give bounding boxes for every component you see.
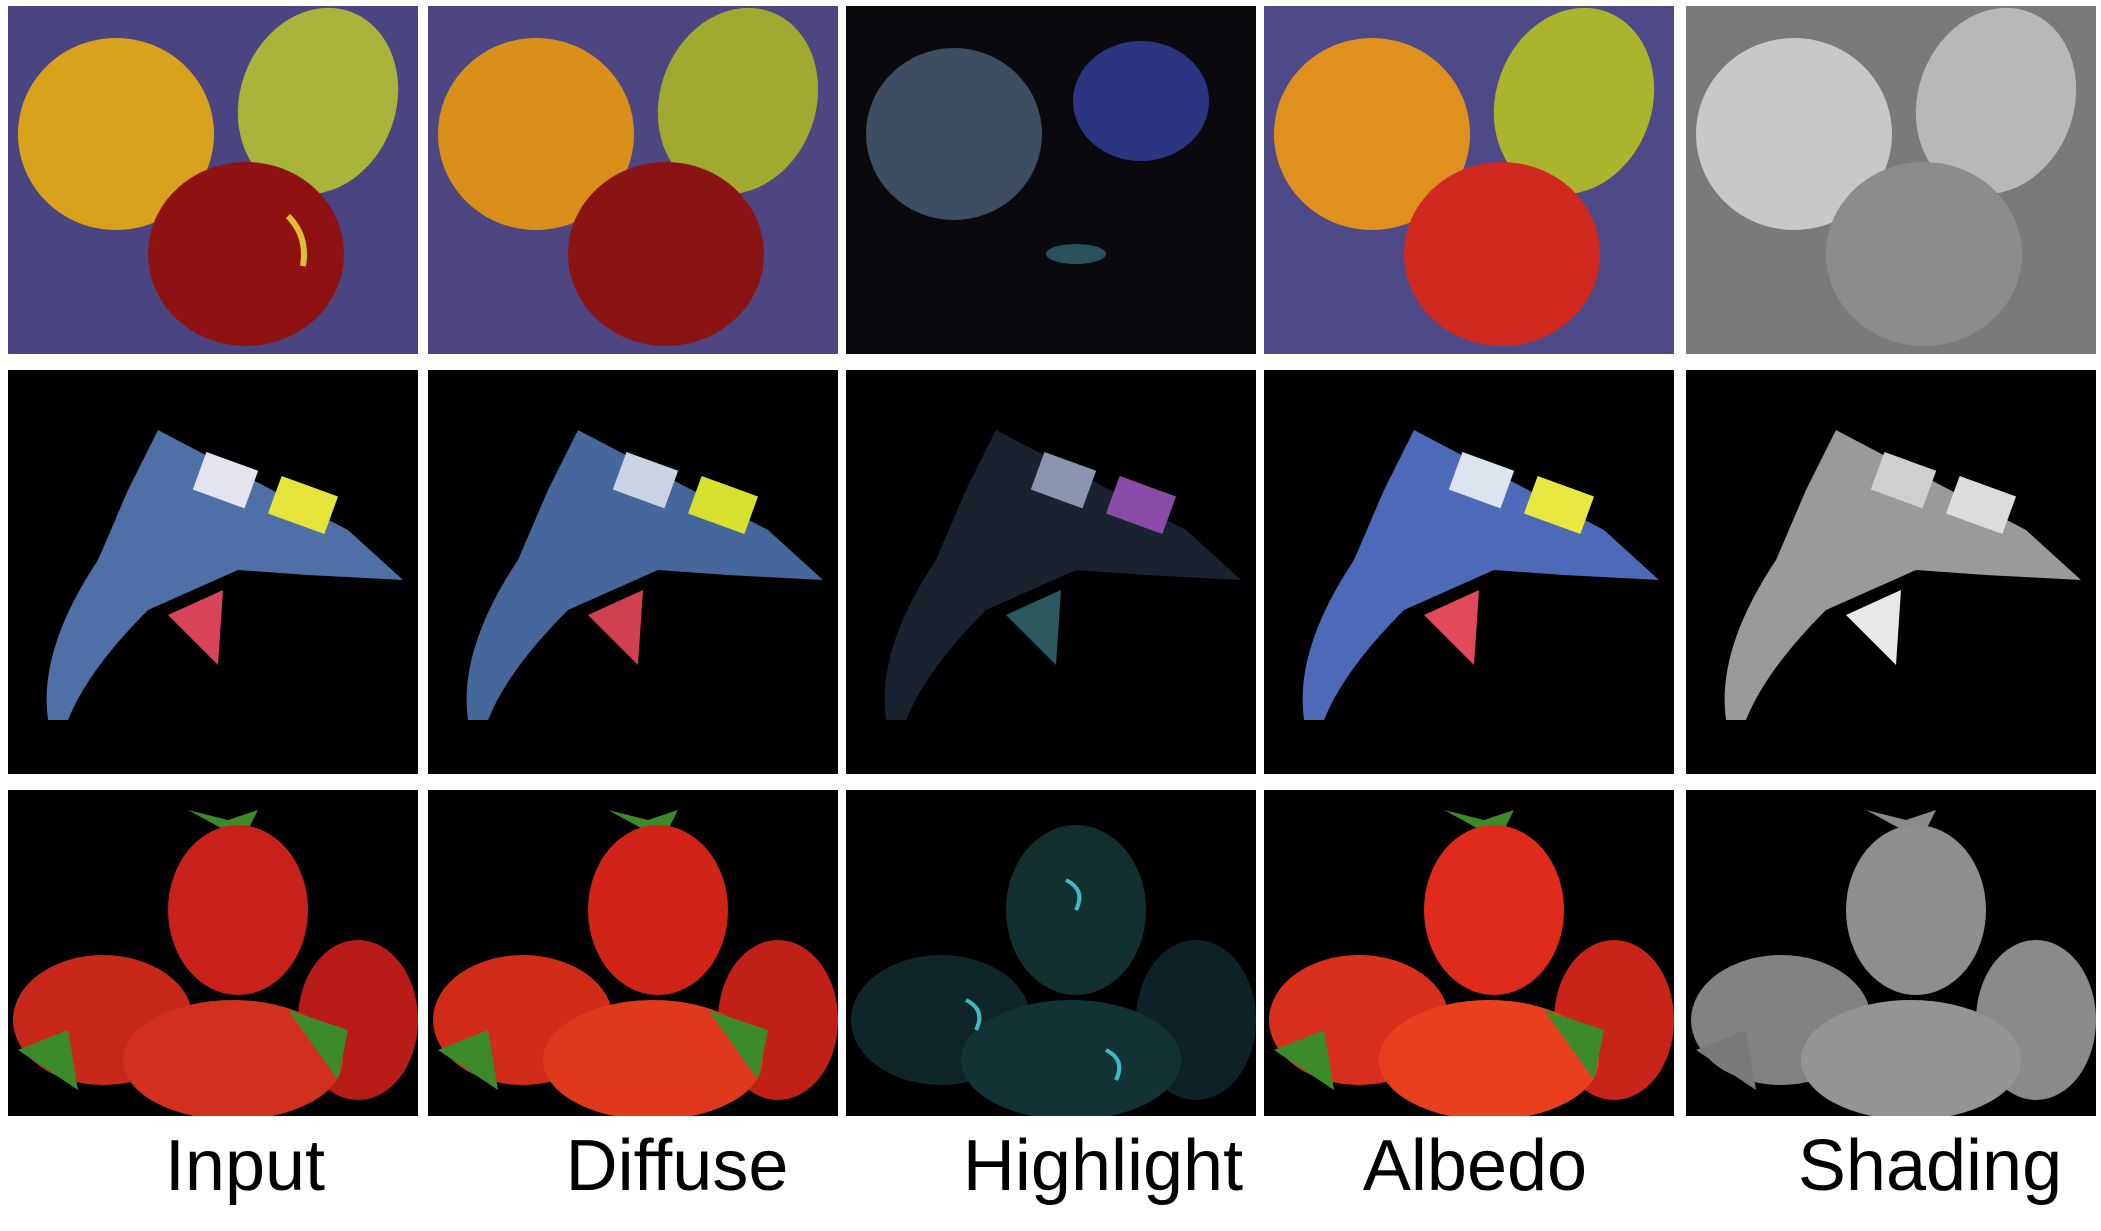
fruit-shading-image bbox=[1686, 6, 2096, 354]
panel-gluegun-diffuse bbox=[428, 370, 838, 774]
fruit-highlight-image bbox=[846, 6, 1256, 354]
gluegun-shading-image bbox=[1686, 370, 2096, 774]
column-label-diffuse: Diffuse bbox=[565, 1126, 789, 1206]
fruit-input-image bbox=[8, 6, 418, 354]
panel-strawberries-shading bbox=[1686, 790, 2096, 1116]
column-label-input: Input bbox=[164, 1126, 326, 1206]
strawberries-diffuse-image bbox=[428, 790, 838, 1116]
column-label-shading: Shading bbox=[1797, 1126, 2063, 1206]
panel-strawberries-input bbox=[8, 790, 418, 1116]
gluegun-diffuse-image bbox=[428, 370, 838, 774]
gluegun-albedo-image bbox=[1264, 370, 1674, 774]
strawberries-shading-image bbox=[1686, 790, 2096, 1116]
panel-fruit-highlight bbox=[846, 6, 1256, 354]
panel-gluegun-shading bbox=[1686, 370, 2096, 774]
panel-fruit-shading bbox=[1686, 6, 2096, 354]
panel-strawberries-albedo bbox=[1264, 790, 1674, 1116]
panel-gluegun-highlight bbox=[846, 370, 1256, 774]
fruit-albedo-image bbox=[1264, 6, 1674, 354]
gluegun-highlight-image bbox=[846, 370, 1256, 774]
panel-fruit-input bbox=[8, 6, 418, 354]
panel-fruit-diffuse bbox=[428, 6, 838, 354]
gluegun-input-image bbox=[8, 370, 418, 774]
panel-strawberries-diffuse bbox=[428, 790, 838, 1116]
panel-fruit-albedo bbox=[1264, 6, 1674, 354]
panel-gluegun-albedo bbox=[1264, 370, 1674, 774]
strawberries-albedo-image bbox=[1264, 790, 1674, 1116]
strawberries-highlight-image bbox=[846, 790, 1256, 1116]
column-label-albedo: Albedo bbox=[1362, 1126, 1588, 1206]
panel-strawberries-highlight bbox=[846, 790, 1256, 1116]
strawberries-input-image bbox=[8, 790, 418, 1116]
column-label-highlight: Highlight bbox=[962, 1126, 1244, 1206]
panel-gluegun-input bbox=[8, 370, 418, 774]
fruit-diffuse-image bbox=[428, 6, 838, 354]
